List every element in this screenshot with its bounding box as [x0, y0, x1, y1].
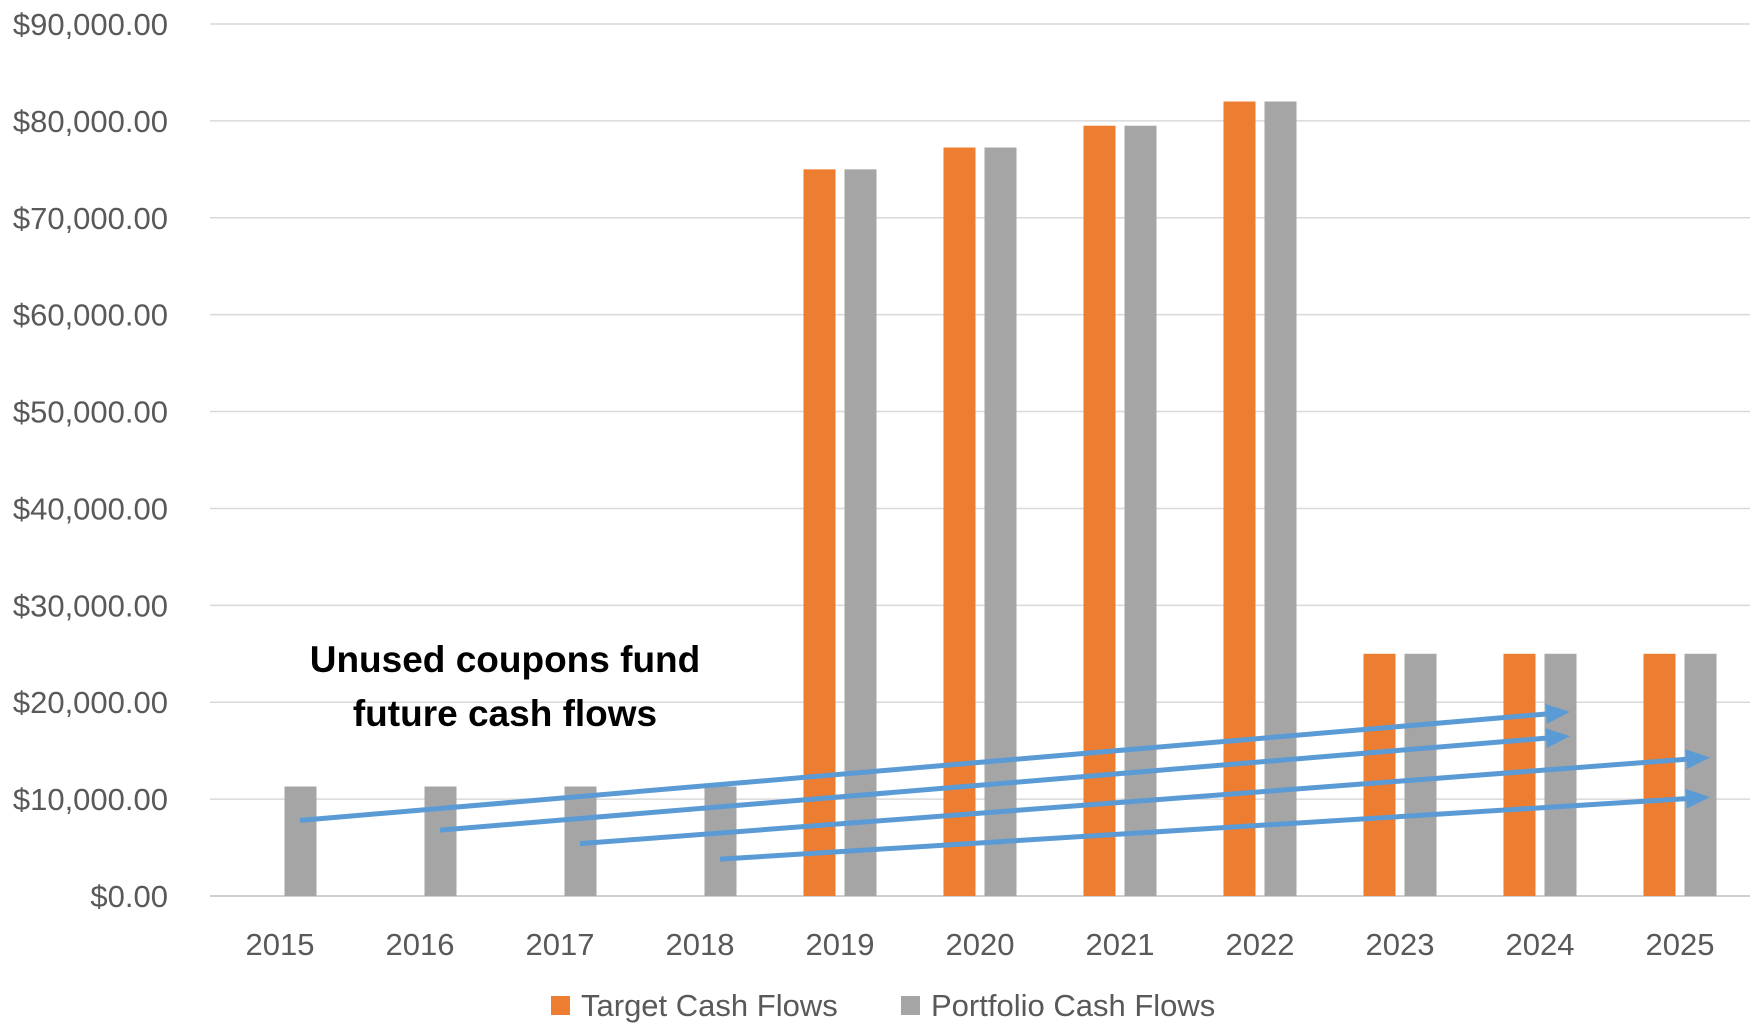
y-tick-label: $30,000.00 — [13, 588, 168, 623]
annotation-line-2: future cash flows — [353, 693, 657, 734]
y-tick-label: $20,000.00 — [13, 685, 168, 720]
gridlines — [210, 23, 1750, 897]
bar-portfolio-cash-flows — [1264, 101, 1297, 896]
arrow-head — [1685, 788, 1710, 809]
bar-target-cash-flows — [1363, 653, 1396, 896]
bar-portfolio-cash-flows — [1684, 653, 1717, 896]
x-tick-label: 2023 — [1366, 927, 1435, 962]
legend: Target Cash Flows Portfolio Cash Flows — [551, 988, 1215, 1023]
x-tick-label: 2025 — [1646, 927, 1715, 962]
y-tick-label: $50,000.00 — [13, 395, 168, 430]
legend-swatch-target — [551, 996, 570, 1015]
x-tick-label: 2020 — [946, 927, 1015, 962]
y-tick-label: $40,000.00 — [13, 491, 168, 526]
arrow-line — [719, 796, 1687, 862]
legend-swatch-portfolio — [901, 996, 920, 1015]
y-axis-ticks: $0.00 $10,000.00 $20,000.00 $30,000.00 $40,0… — [13, 7, 168, 914]
bar-target-cash-flows — [1223, 101, 1256, 896]
arrow-line — [299, 711, 1547, 823]
x-tick-label: 2022 — [1226, 927, 1295, 962]
y-tick-label: $10,000.00 — [13, 782, 168, 817]
x-tick-label: 2021 — [1086, 927, 1155, 962]
annotation: Unused coupons fund future cash flows — [310, 639, 701, 734]
annotation-line-1: Unused coupons fund — [310, 639, 701, 680]
arrows — [299, 703, 1710, 862]
bar-portfolio-cash-flows — [1404, 653, 1437, 896]
bar-portfolio-cash-flows — [984, 147, 1017, 897]
bars — [284, 101, 1717, 897]
x-tick-label: 2016 — [386, 927, 455, 962]
bar-target-cash-flows — [943, 147, 976, 897]
y-tick-label: $80,000.00 — [13, 104, 168, 139]
x-tick-label: 2015 — [246, 927, 315, 962]
arrow-head — [1685, 749, 1710, 770]
bar-target-cash-flows — [1643, 653, 1676, 896]
legend-label-portfolio: Portfolio Cash Flows — [931, 988, 1215, 1023]
x-tick-label: 2017 — [526, 927, 595, 962]
arrow-head — [1545, 703, 1570, 724]
bar-portfolio-cash-flows — [844, 169, 877, 897]
arrow-line — [579, 756, 1687, 847]
bar-portfolio-cash-flows — [424, 786, 457, 896]
bar-portfolio-cash-flows — [1124, 125, 1157, 896]
y-tick-label: $60,000.00 — [13, 298, 168, 333]
bar-target-cash-flows — [803, 169, 836, 897]
bar-target-cash-flows — [1083, 125, 1116, 896]
y-tick-label: $0.00 — [90, 879, 168, 914]
y-tick-label: $70,000.00 — [13, 201, 168, 236]
x-tick-label: 2018 — [666, 927, 735, 962]
arrow-line — [439, 735, 1547, 833]
x-tick-label: 2019 — [806, 927, 875, 962]
y-tick-label: $90,000.00 — [13, 7, 168, 42]
x-tick-label: 2024 — [1506, 927, 1575, 962]
x-axis-ticks: 2015 2016 2017 2018 2019 2020 2021 2022 2023 2024… — [246, 927, 1715, 962]
bar-portfolio-cash-flows — [704, 786, 737, 896]
arrow-head — [1545, 728, 1570, 749]
legend-label-target: Target Cash Flows — [581, 988, 838, 1023]
bar-portfolio-cash-flows — [284, 786, 317, 896]
bar-portfolio-cash-flows — [1544, 653, 1577, 896]
